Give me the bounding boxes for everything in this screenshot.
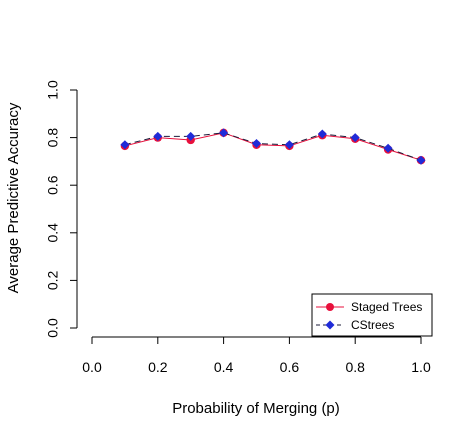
legend-marker-staged-trees xyxy=(326,303,334,311)
data-point-cstrees xyxy=(284,140,294,150)
series-line-staged-trees xyxy=(124,132,422,161)
data-point-cstrees xyxy=(350,133,360,143)
y-axis: 0.0 0.2 0.4 0.6 0.8 1.0 xyxy=(45,80,78,338)
data-point-cstrees xyxy=(219,128,229,138)
data-point-cstrees xyxy=(153,131,163,141)
data-point-cstrees xyxy=(317,129,327,139)
data-point-cstrees xyxy=(186,131,196,141)
x-tick-label: 0.4 xyxy=(214,359,234,375)
y-tick-label: 0.0 xyxy=(45,318,61,338)
legend-item-cstrees: CStrees xyxy=(316,318,394,332)
x-axis: 0.0 0.2 0.4 0.6 0.8 1.0 xyxy=(82,336,431,375)
legend-label-staged-trees: Staged Trees xyxy=(351,300,422,314)
x-tick-label: 0.8 xyxy=(345,359,365,375)
x-tick-label: 0.0 xyxy=(82,359,102,375)
y-tick-label: 1.0 xyxy=(45,80,61,100)
legend: Staged Trees CStrees xyxy=(311,293,433,337)
x-axis-title: Probability of Merging (p) xyxy=(172,400,340,417)
data-point-cstrees xyxy=(252,139,261,149)
y-axis-title: Average Predictive Accuracy xyxy=(5,102,22,293)
x-tick-label: 0.6 xyxy=(280,359,300,375)
data-point-cstrees xyxy=(120,140,130,150)
legend-label-cstrees: CStrees xyxy=(351,318,394,332)
x-tick-label: 0.2 xyxy=(148,359,168,375)
data-point-cstrees xyxy=(383,143,393,153)
legend-item-staged-trees: Staged Trees xyxy=(316,300,422,314)
y-tick-label: 0.2 xyxy=(45,270,61,290)
legend-marker-cstrees xyxy=(325,320,335,330)
legend-box xyxy=(311,293,433,337)
series-line-cstrees xyxy=(124,132,422,161)
x-tick-label: 1.0 xyxy=(411,359,431,375)
y-tick-label: 0.8 xyxy=(45,128,61,148)
series-layer xyxy=(120,128,426,165)
data-point-cstrees xyxy=(416,155,426,165)
y-tick-label: 0.6 xyxy=(45,175,61,195)
y-tick-label: 0.4 xyxy=(45,223,61,243)
